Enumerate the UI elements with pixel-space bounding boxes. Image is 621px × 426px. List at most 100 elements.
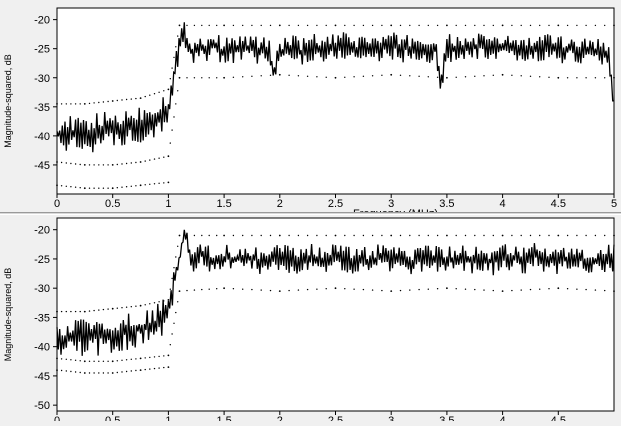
envelope-dot [483,234,485,237]
envelope-dot [529,234,532,237]
envelope-dot [585,77,587,79]
envelope-dot [60,161,63,164]
x-tick-label: 3.5 [439,198,454,210]
envelope-dot [260,234,262,237]
envelope-dot [88,187,91,189]
y-tick-label: -20 [34,15,50,27]
y-tick-label: -45 [34,160,50,172]
envelope-dot [102,187,105,189]
envelope-point [446,234,448,237]
envelope-dot [93,309,95,312]
envelope-dot [93,372,95,374]
envelope-point [83,164,86,166]
envelope-dot [149,159,151,161]
envelope-dot [306,288,309,291]
envelope-dot [125,359,128,361]
envelope-dot [173,116,175,118]
envelope-point [613,234,615,237]
envelope-dot [455,76,457,79]
envelope-point [557,24,560,27]
envelope-dot [125,98,128,101]
envelope-dot [520,234,522,237]
x-tick-label: 2.5 [328,415,343,421]
envelope-dot [107,100,109,103]
envelope-dot [121,359,123,361]
envelope-dot [539,288,541,290]
x-tick-label: 2 [277,415,283,421]
envelope-point [501,290,504,292]
envelope-point [139,97,142,99]
y-tick-label: -25 [34,254,50,266]
envelope-dot [436,234,439,237]
envelope-dot [121,371,123,373]
envelope-dot [144,357,146,359]
envelope-point [56,103,58,105]
envelope-dot [70,359,72,361]
envelope-dot [153,367,156,370]
envelope-dot [585,234,587,237]
envelope-point [223,24,226,27]
envelope-dot [177,245,179,247]
envelope-dot [520,289,522,291]
envelope-dot [158,157,160,159]
envelope-dot [70,370,72,373]
envelope-point [501,234,504,237]
envelope-dot [169,344,171,346]
envelope-point [139,357,142,360]
envelope-dot [175,103,177,105]
envelope-dot [399,234,402,237]
envelope-dot [325,24,327,27]
envelope-point [83,187,86,190]
envelope-dot [288,24,290,27]
envelope-dot [79,310,81,313]
envelope-dot [130,306,132,308]
envelope-dot [260,24,262,27]
x-tick-label: 2.5 [328,198,343,210]
envelope-dot [576,288,578,290]
envelope-dot [107,372,109,374]
envelope-dot [492,234,494,237]
pane-splitter[interactable] [0,212,621,215]
envelope-point [111,164,114,166]
envelope-point [83,103,86,105]
x-tick-label: 3 [388,415,394,421]
envelope-dot [316,288,318,290]
envelope-dot [344,76,346,79]
envelope-dot [353,288,355,290]
envelope-dot [121,186,123,188]
envelope-dot [171,129,173,131]
envelope-dot [74,186,77,188]
envelope-dot [74,103,77,105]
envelope-dot [353,234,355,237]
envelope-dot [130,185,132,187]
envelope-point [111,372,114,374]
envelope-point [223,76,226,79]
envelope-dot [149,356,151,359]
envelope-point [501,73,504,76]
envelope-dot [297,75,300,77]
envelope-dot [93,187,95,189]
envelope-point [56,161,58,163]
envelope-dot [529,288,532,291]
envelope-point [111,187,114,190]
envelope-dot [173,322,175,324]
envelope-dot [74,163,77,165]
envelope-point [278,234,281,237]
envelope-dot [242,76,244,78]
envelope-dot [158,301,160,303]
envelope-dot [529,75,532,78]
envelope-dot [242,24,244,27]
x-tick-label: 4 [500,415,506,421]
envelope-point [557,287,560,290]
envelope-dot [436,288,439,290]
envelope-point [139,161,142,163]
envelope-dot [135,358,137,360]
envelope-dot [288,289,290,292]
envelope-point [178,24,181,27]
envelope-dot [353,24,355,27]
envelope-point [278,73,281,76]
envelope-dot [316,234,318,237]
envelope-point [334,234,337,237]
envelope-dot [344,288,346,290]
envelope-dot [130,98,132,100]
